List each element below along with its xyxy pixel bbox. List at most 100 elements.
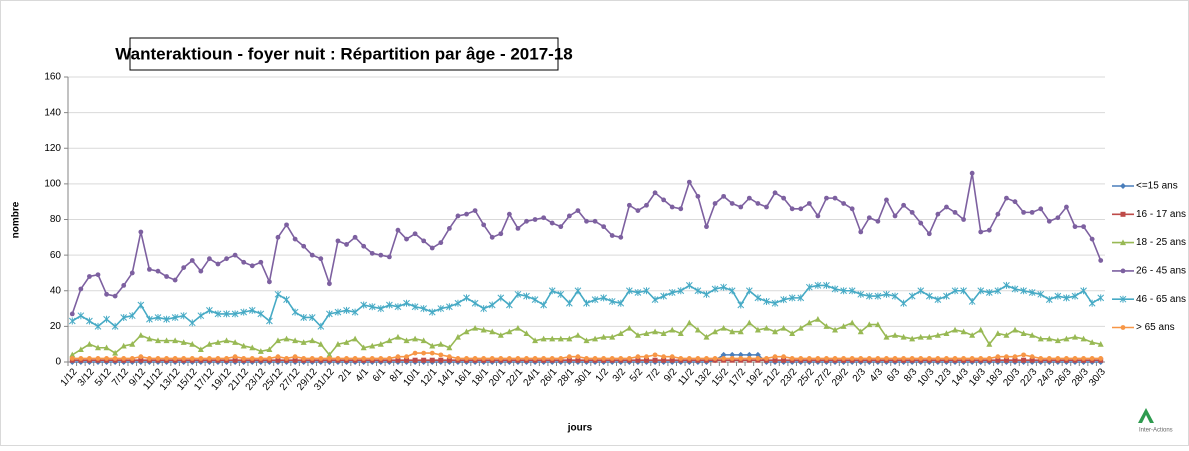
- data-point: [849, 206, 855, 212]
- data-point: [738, 356, 744, 361]
- legend-label: <=15 ans: [1136, 181, 1178, 192]
- data-point: [789, 356, 795, 361]
- data-point: [824, 195, 829, 201]
- data-point: [1029, 354, 1035, 360]
- data-point: [1046, 335, 1053, 342]
- data-point: [1097, 340, 1104, 347]
- data-point: [934, 296, 942, 304]
- data-point: [189, 258, 195, 263]
- data-point: [421, 357, 427, 363]
- data-point: [69, 351, 76, 358]
- data-point: [489, 328, 496, 335]
- data-point: [223, 310, 230, 318]
- data-point: [232, 357, 238, 363]
- data-point: [866, 215, 872, 221]
- legend-label: 16 - 17 ans: [1136, 209, 1186, 220]
- data-point: [463, 294, 470, 302]
- data-point: [438, 357, 444, 363]
- data-point: [557, 290, 565, 298]
- y-tick-label: 80: [50, 214, 62, 225]
- data-point: [275, 234, 281, 240]
- data-point: [429, 342, 436, 349]
- legend-marker: [1119, 295, 1127, 303]
- data-point: [960, 287, 967, 295]
- data-point: [480, 326, 487, 333]
- data-point: [780, 296, 787, 304]
- data-point: [669, 354, 675, 360]
- data-point: [471, 299, 479, 307]
- data-point: [703, 333, 710, 340]
- logo-text: Inter-Actions: [1139, 428, 1173, 434]
- data-point: [712, 328, 719, 335]
- data-point: [729, 356, 735, 361]
- data-point: [189, 356, 195, 361]
- data-point: [592, 335, 599, 342]
- x-axis-title: jours: [567, 423, 593, 434]
- y-tick-label: 120: [44, 143, 61, 154]
- data-point: [197, 312, 205, 320]
- data-point: [694, 326, 701, 333]
- data-point: [154, 337, 161, 344]
- data-point: [968, 297, 976, 305]
- data-point: [866, 356, 872, 361]
- data-point: [858, 229, 864, 235]
- data-point: [232, 339, 239, 345]
- data-point: [249, 344, 256, 351]
- data-point: [240, 308, 248, 316]
- data-point: [1063, 294, 1070, 302]
- data-point: [472, 356, 478, 361]
- data-point: [746, 195, 752, 201]
- data-point: [378, 252, 384, 258]
- data-point: [472, 324, 479, 331]
- data-point: [764, 204, 769, 210]
- data-point: [394, 303, 402, 311]
- data-point: [224, 356, 229, 361]
- data-point: [644, 354, 649, 360]
- data-point: [806, 356, 812, 361]
- data-point: [1055, 356, 1061, 361]
- data-point: [248, 306, 256, 314]
- data-point: [609, 356, 615, 361]
- data-point: [617, 299, 625, 307]
- data-point: [369, 356, 375, 361]
- data-point: [292, 354, 298, 360]
- data-point: [284, 356, 289, 361]
- data-point: [874, 321, 881, 328]
- data-point: [395, 354, 401, 360]
- data-point: [198, 268, 204, 274]
- data-point: [155, 268, 161, 274]
- data-point: [438, 240, 444, 246]
- data-point: [925, 292, 933, 300]
- data-point: [1012, 354, 1018, 360]
- data-point: [652, 352, 658, 358]
- legend-marker: [1120, 325, 1126, 330]
- data-point: [884, 197, 889, 203]
- data-point: [275, 357, 281, 363]
- data-point: [960, 328, 967, 335]
- data-point: [1003, 332, 1010, 338]
- data-point: [609, 333, 616, 340]
- data-point: [824, 356, 829, 361]
- data-point: [943, 330, 950, 336]
- data-point: [446, 357, 452, 363]
- data-point: [652, 328, 659, 335]
- data-point: [1037, 335, 1044, 342]
- data-point: [909, 356, 915, 361]
- title-box: [129, 37, 559, 71]
- data-point: [686, 319, 693, 326]
- data-point: [1003, 357, 1009, 363]
- data-point: [978, 229, 984, 235]
- data-point: [514, 324, 521, 331]
- data-point: [626, 324, 633, 331]
- data-point: [772, 354, 778, 360]
- data-point: [103, 315, 110, 323]
- data-point: [1064, 204, 1069, 210]
- data-point: [343, 339, 350, 345]
- data-point: [394, 333, 401, 340]
- data-point: [446, 226, 452, 231]
- data-point: [763, 324, 770, 331]
- data-point: [917, 333, 924, 340]
- data-point: [352, 234, 358, 240]
- data-point: [574, 332, 581, 338]
- data-point: [137, 301, 145, 309]
